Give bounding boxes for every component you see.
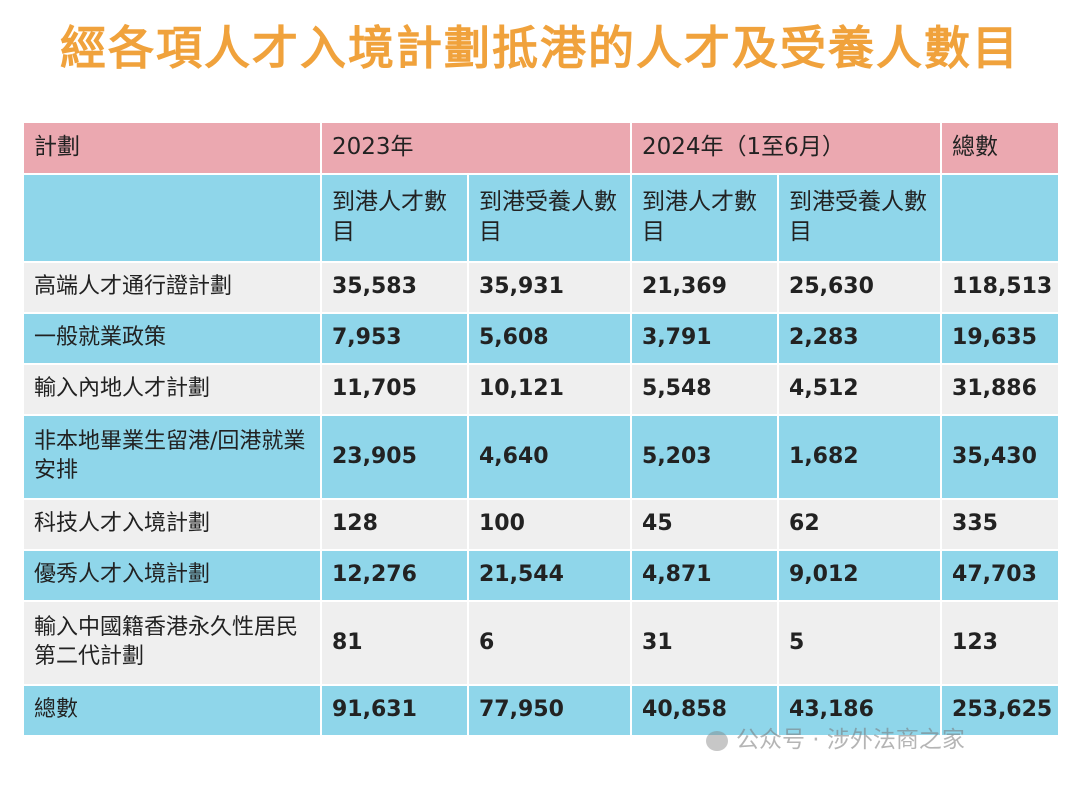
header-2024: 2024年（1至6月） [630,121,943,175]
cell-2024-talent: 31 [630,600,780,686]
row-plan: 優秀人才入境計劃 [22,549,322,602]
cell-2024-talent: 5,548 [630,363,780,416]
cell-2024-talent: 5,203 [630,414,780,500]
table-row: 高端人才通行證計劃 35,583 35,931 21,369 25,630 11… [22,261,1061,314]
cell-2023-dependant: 10,121 [466,363,633,416]
wechat-icon [706,730,728,751]
cell-2024-dependant: 43,186 [777,684,943,737]
subheader-2024-dependant: 到港受養人數目 [777,173,943,263]
row-plan: 輸入中國籍香港永久性居民第二代計劃 [22,600,322,686]
header-2023: 2023年 [319,121,633,175]
subheader-2023-dependant: 到港受養人數目 [466,173,633,263]
table-row: 輸入中國籍香港永久性居民第二代計劃 81 6 31 5 123 [22,600,1061,686]
subheader-2024-talent: 到港人才數目 [630,173,780,263]
cell-total: 47,703 [940,549,1061,602]
watermark-text: 公众号 · 涉外法商之家 [736,727,965,753]
cell-2023-dependant: 100 [466,498,633,551]
cell-2023-dependant: 35,931 [466,261,633,314]
cell-2023-talent: 128 [320,498,469,551]
cell-2023-talent: 7,953 [320,312,469,365]
table-total-row: 總數 91,631 77,950 40,858 43,186 253,625 [22,684,1061,737]
cell-2023-talent: 11,705 [320,363,469,416]
cell-2024-dependant: 2,283 [777,312,943,365]
talent-admission-table: 計劃 2023年 2024年（1至6月） 總數 到港人才數目 到港受養人數目 到… [22,121,1061,737]
cell-2024-talent: 4,871 [630,549,780,602]
table-header-row: 計劃 2023年 2024年（1至6月） 總數 [22,121,1061,175]
cell-2023-talent: 35,583 [320,261,469,314]
table-row: 非本地畢業生留港/回港就業安排 23,905 4,640 5,203 1,682… [22,414,1061,500]
header-total: 總數 [940,121,1061,175]
cell-total: 123 [940,600,1061,686]
subheader-total-empty [940,173,1061,263]
cell-total: 35,430 [940,414,1061,500]
table-row: 科技人才入境計劃 128 100 45 62 335 [22,498,1061,551]
page-title: 經各項人才入境計劃抵港的人才及受養人數目 [60,21,1020,75]
table-row: 優秀人才入境計劃 12,276 21,544 4,871 9,012 47,70… [22,549,1061,602]
cell-total: 335 [940,498,1061,551]
table-row: 一般就業政策 7,953 5,608 3,791 2,283 19,635 [22,312,1061,365]
row-plan: 總數 [22,684,322,737]
table-row: 輸入內地人才計劃 11,705 10,121 5,548 4,512 31,88… [22,363,1061,416]
cell-2023-dependant: 77,950 [466,684,633,737]
cell-2024-talent: 3,791 [630,312,780,365]
cell-2024-talent: 40,858 [630,684,780,737]
watermark: 公众号 · 涉外法商之家 [706,720,965,754]
cell-total: 118,513 [940,261,1061,314]
cell-total: 19,635 [940,312,1061,365]
cell-2023-talent: 91,631 [320,684,469,737]
row-plan: 科技人才入境計劃 [22,498,322,551]
cell-2024-dependant: 1,682 [777,414,943,500]
cell-2024-talent: 21,369 [630,261,780,314]
cell-total: 31,886 [940,363,1061,416]
cell-2023-dependant: 4,640 [466,414,633,500]
cell-2024-dependant: 5 [777,600,943,686]
cell-2024-talent: 45 [630,498,780,551]
subheader-empty [22,173,322,263]
cell-2024-dependant: 62 [777,498,943,551]
cell-2023-talent: 81 [320,600,469,686]
row-plan: 高端人才通行證計劃 [22,261,322,314]
cell-2023-talent: 12,276 [320,549,469,602]
cell-2024-dependant: 4,512 [777,363,943,416]
cell-2024-dependant: 25,630 [777,261,943,314]
row-plan: 非本地畢業生留港/回港就業安排 [22,414,322,500]
cell-total: 253,625 [940,684,1061,737]
cell-2023-talent: 23,905 [320,414,469,500]
cell-2023-dependant: 6 [466,600,633,686]
cell-2023-dependant: 21,544 [466,549,633,602]
row-plan: 一般就業政策 [22,312,322,365]
row-plan: 輸入內地人才計劃 [22,363,322,416]
header-plan: 計劃 [22,121,322,175]
cell-2024-dependant: 9,012 [777,549,943,602]
table-subheader-row: 到港人才數目 到港受養人數目 到港人才數目 到港受養人數目 [22,173,1061,263]
cell-2023-dependant: 5,608 [466,312,633,365]
subheader-2023-talent: 到港人才數目 [320,173,469,263]
